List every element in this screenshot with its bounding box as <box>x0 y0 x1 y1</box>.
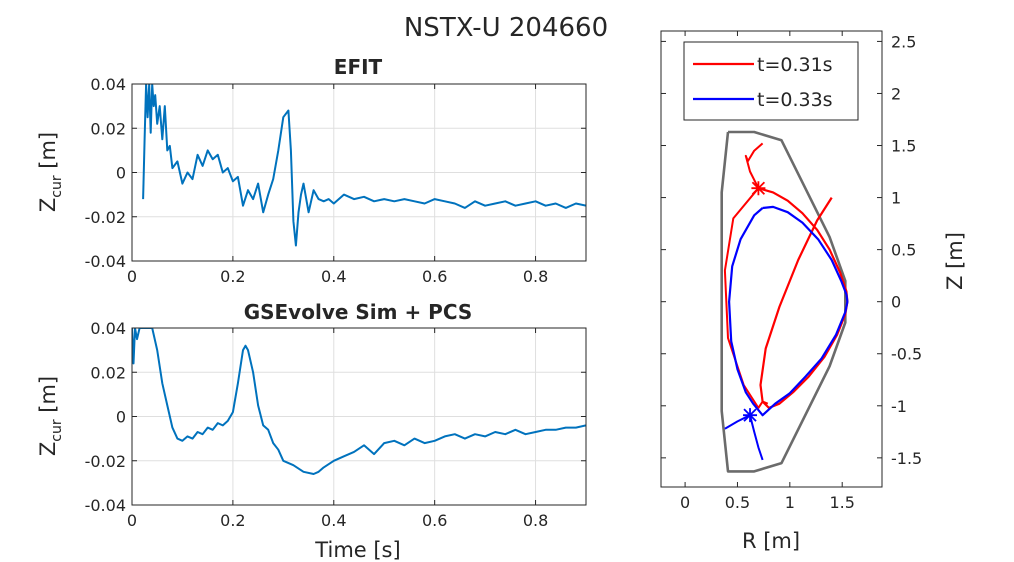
legend-label-t033: t=0.33s <box>757 89 833 111</box>
efit-ylabel-sub: cur <box>49 175 65 198</box>
equilibrium-ytick-label-7: 2 <box>891 84 901 103</box>
gsevolve-ylabel-main: Z <box>36 442 60 456</box>
gsevolve-xtick-label-1: 0.2 <box>220 511 245 530</box>
efit-ytick-label-1: -0.02 <box>85 208 126 227</box>
figure-title: NSTX-U 204660 <box>404 13 608 43</box>
efit-axes: EFIT Zcur [m] 0 0.2 0.4 0.6 0.8 -0.04 -0.02 0 0.… <box>36 55 587 286</box>
equilibrium-xtick-label-0: 0 <box>680 493 690 512</box>
efit-xtick-label-1: 0.2 <box>220 267 245 286</box>
equilibrium-series-1-leg-a <box>744 142 764 189</box>
equilibrium-axes-box <box>660 30 883 488</box>
equilibrium-ytick-label-4: 0.5 <box>891 241 916 260</box>
efit-ytick-label-2: 0 <box>116 164 126 183</box>
legend-label-t031: t=0.31s <box>757 54 833 76</box>
efit-ylabel: Zcur [m] <box>36 132 65 212</box>
efit-xtick-label-2: 0.4 <box>321 267 346 286</box>
equilibrium-series-2-xpoint-marker <box>743 408 758 423</box>
equilibrium-series-1-line <box>758 187 849 409</box>
efit-series-0-line <box>142 84 586 247</box>
equilibrium-ytick-label-6: 1.5 <box>891 137 916 156</box>
equilibrium-ytick-label-8: 2.5 <box>891 32 916 51</box>
efit-title: EFIT <box>334 55 383 79</box>
equilibrium-xtick-label-2: 1 <box>785 493 795 512</box>
equilibrium-series-1-xpoint-marker <box>751 181 766 196</box>
gsevolve-xtick-label-4: 0.8 <box>523 511 548 530</box>
equilibrium-series-2-leg-b <box>724 414 751 430</box>
gsevolve-ytick-label-0: -0.04 <box>85 496 126 515</box>
equilibrium-ytick-label-0: -1.5 <box>891 449 922 468</box>
equilibrium-xtick-label-1: 0.5 <box>725 493 750 512</box>
equilibrium-series-0-line <box>720 130 847 473</box>
gsevolve-ytick-label-1: -0.02 <box>85 452 126 471</box>
efit-ytick-label-3: 0.02 <box>90 119 126 138</box>
equilibrium-xtick-label-3: 1.5 <box>829 493 854 512</box>
efit-xtick-label-0: 0 <box>127 267 137 286</box>
gsevolve-xtick-label-3: 0.6 <box>422 511 447 530</box>
equilibrium-ytick-label-2: -0.5 <box>891 345 922 364</box>
legend: t=0.31s t=0.33s <box>683 41 859 121</box>
efit-xtick-label-4: 0.8 <box>523 267 548 286</box>
equilibrium-ytick-label-1: -1 <box>891 397 907 416</box>
equilibrium-ytick-label-3: 0 <box>891 293 901 312</box>
efit-xtick-label-3: 0.6 <box>422 267 447 286</box>
gsevolve-series-0-line <box>132 328 586 475</box>
efit-ylabel-main: Z <box>36 198 60 212</box>
equilibrium-series-2-leg-a <box>749 414 764 461</box>
efit-ytick-label-0: -0.04 <box>85 252 126 271</box>
equilibrium-series-2-line <box>727 205 849 417</box>
gsevolve-xlabel: Time [s] <box>314 538 400 562</box>
gsevolve-axes: GSEvolve Sim + PCS Zcur [m] Time [s] 0 0.… <box>36 300 587 562</box>
gsevolve-ylabel-unit: [m] <box>36 376 60 420</box>
gsevolve-ylabel: Zcur [m] <box>36 376 65 456</box>
legend-box <box>683 41 859 121</box>
gsevolve-xtick-label-2: 0.4 <box>321 511 346 530</box>
gsevolve-title: GSEvolve Sim + PCS <box>244 300 473 324</box>
equilibrium-ytick-label-5: 1 <box>891 189 901 208</box>
equilibrium-xlabel: R [m] <box>742 529 800 553</box>
gsevolve-ytick-label-3: 0.02 <box>90 363 126 382</box>
gsevolve-xtick-label-0: 0 <box>127 511 137 530</box>
equilibrium-ylabel: Z [m] <box>943 232 967 290</box>
efit-ylabel-unit: [m] <box>36 132 60 176</box>
gsevolve-ylabel-sub: cur <box>49 419 65 442</box>
efit-ytick-label-4: 0.04 <box>90 75 126 94</box>
gsevolve-ytick-label-2: 0 <box>116 408 126 427</box>
equilibrium-axes: R [m] Z [m] 0 0.5 1 1.5 -1.5 -1 -0.5 0 0.5 1 1.5 2 2… <box>660 30 967 553</box>
gsevolve-ytick-label-4: 0.04 <box>90 319 126 338</box>
